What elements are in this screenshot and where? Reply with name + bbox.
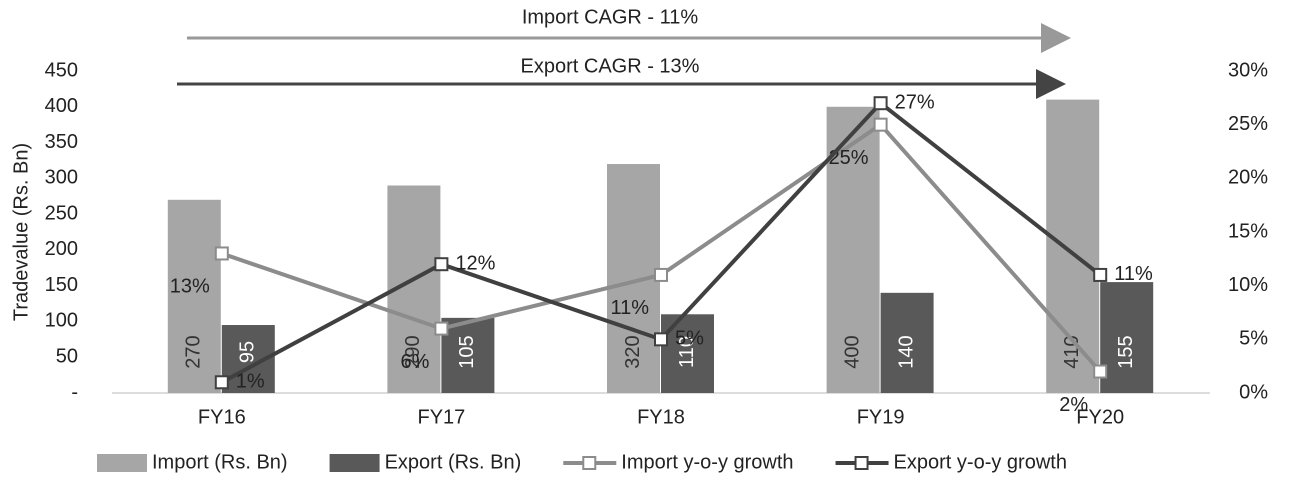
y2-tick-label: 20% (1228, 167, 1268, 189)
data-label: 11% (1114, 263, 1153, 285)
data-label: 25% (829, 147, 869, 169)
x-tick-label: FY16 (198, 406, 246, 428)
x-tick-label: FY17 (417, 406, 465, 428)
y-tick-label: 50 (56, 346, 78, 368)
point (654, 267, 668, 282)
bar-value-label: 155 (1115, 335, 1137, 368)
point (434, 321, 449, 336)
legend-label: Import (Rs. Bn) (152, 451, 288, 473)
y-tick-label: 450 (45, 59, 78, 81)
point (214, 246, 229, 261)
y2-tick-label: 0% (1239, 381, 1268, 403)
y2-tick-label: 25% (1228, 113, 1268, 135)
legend-swatch (582, 456, 597, 470)
y2-tick-label: 30% (1228, 59, 1268, 81)
annotation: Import CAGR - 11% (522, 6, 699, 28)
y2-tick-label: 10% (1228, 274, 1268, 296)
x-tick-label: FY19 (857, 406, 905, 428)
legend-swatch (97, 454, 147, 472)
point (214, 375, 229, 390)
bar-value-label: 105 (456, 335, 478, 368)
legend-swatch (854, 456, 869, 470)
bar-value-label: 95 (237, 341, 259, 363)
x-tick-label: FY18 (637, 406, 685, 428)
y-axis-label: Tradevalue (Rs. Bn) (10, 143, 32, 321)
data-label: 1% (236, 371, 265, 393)
legend-label: Export (Rs. Bn) (385, 451, 522, 473)
point (873, 117, 888, 132)
data-label: 27% (895, 91, 935, 113)
y-tick-label: 250 (45, 202, 78, 224)
bar (441, 317, 495, 393)
x-tick-label: FY20 (1076, 406, 1124, 428)
legend-swatch (329, 454, 380, 472)
data-label: 13% (170, 276, 210, 298)
y-tick-label: 300 (45, 167, 78, 189)
bar-value-label: 290 (402, 335, 424, 368)
y-tick-label: 150 (45, 274, 78, 296)
point (1093, 267, 1108, 282)
legend-label: Export y-o-y growth (894, 451, 1067, 473)
point (873, 96, 888, 111)
legend-label: Import y-o-y growth (621, 451, 793, 473)
data-label: 12% (455, 252, 495, 274)
data-label: 6% (400, 351, 429, 373)
y-tick-label: 350 (45, 131, 78, 153)
data-label: 2% (1059, 394, 1088, 416)
y2-tick-label: 15% (1228, 220, 1268, 242)
point (434, 257, 449, 272)
y-tick-label: 400 (45, 95, 78, 117)
y-tick-label: 200 (45, 238, 78, 260)
y-tick-label: 100 (45, 310, 78, 332)
y2-tick-label: 5% (1239, 328, 1268, 350)
bar-value-label: 110 (676, 336, 698, 368)
bar-value-label: 140 (895, 335, 917, 368)
bar (880, 292, 934, 393)
bar (1100, 282, 1154, 393)
y-tick-label: - (71, 381, 78, 403)
bar-value-label: 320 (622, 335, 644, 368)
bar-value-label: 270 (183, 335, 205, 368)
point (1093, 364, 1108, 379)
annotation: Export CAGR - 13% (521, 55, 700, 77)
bar (167, 199, 221, 393)
bar-value-label: 400 (841, 335, 863, 368)
point (654, 332, 668, 347)
data-label: 5% (675, 328, 704, 350)
bar (1046, 99, 1100, 393)
data-label: 11% (610, 297, 649, 319)
